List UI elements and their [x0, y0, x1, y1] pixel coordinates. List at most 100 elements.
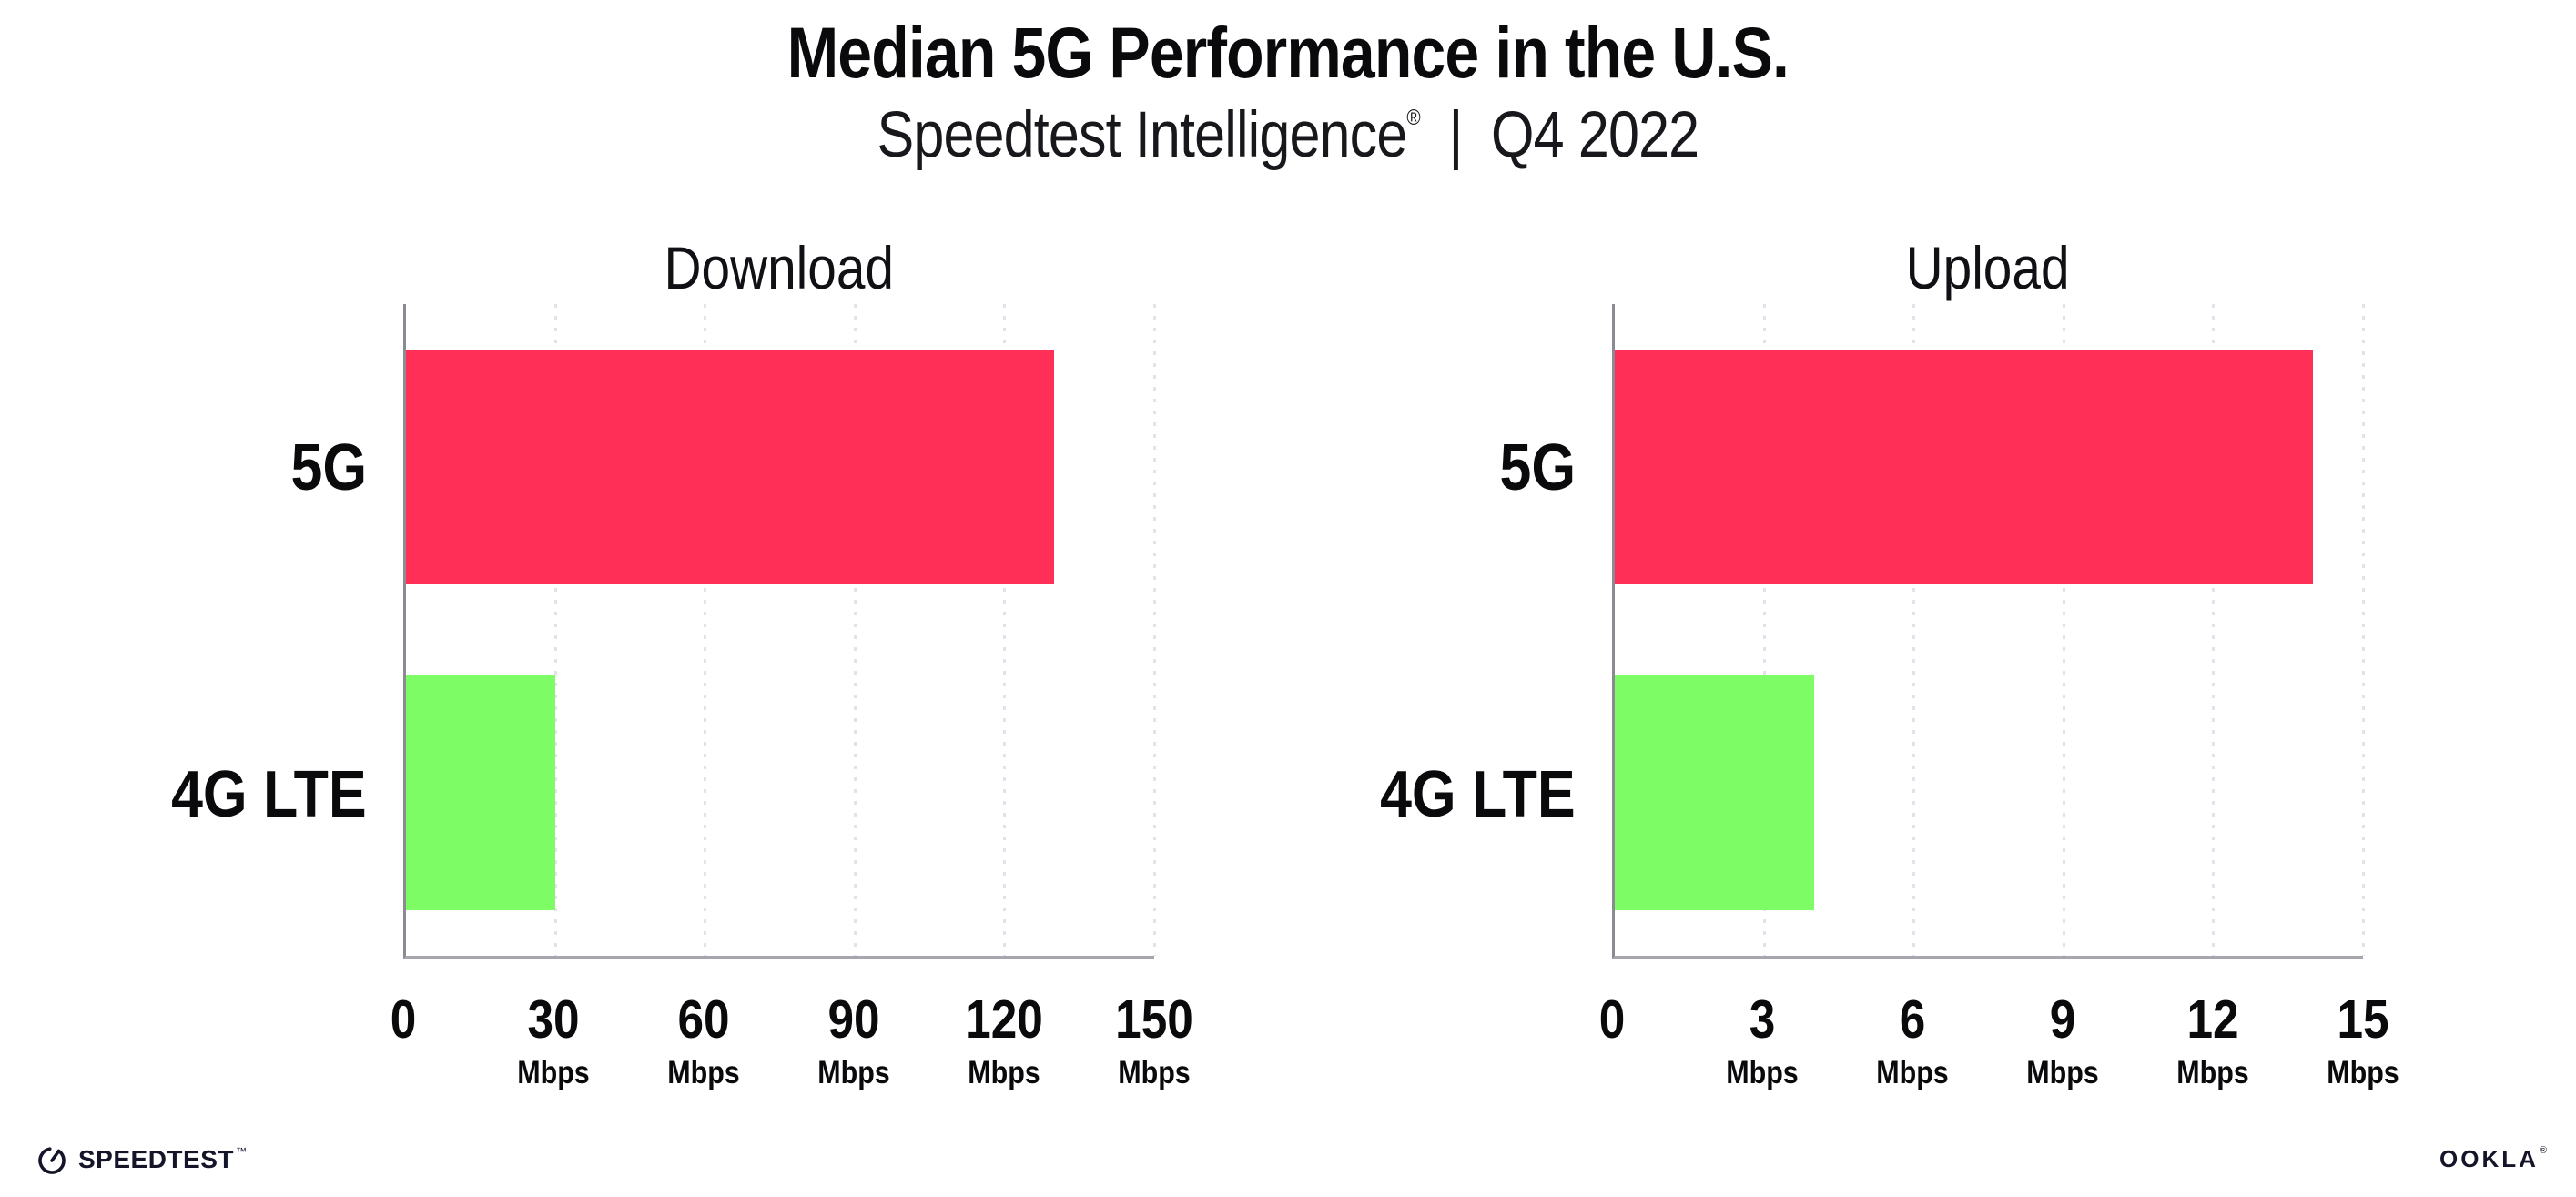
x-axis-tick-content: 30 Mbps [517, 993, 590, 1091]
x-axis-tick: 30 Mbps [512, 993, 594, 1091]
gridline [2062, 304, 2065, 956]
category-label-text: 4G LTE [171, 758, 367, 832]
x-axis-tick-content: 6 Mbps [1876, 993, 1949, 1091]
download-x-axis: 0 30 Mbps 60 Mbps 90 Mbps 120 Mbps 150 Mbps [390, 959, 1193, 1122]
x-axis-tick-unit: Mbps [2327, 1055, 2399, 1090]
x-axis-tick: 6 Mbps [1871, 993, 1953, 1091]
upload-category-labels: 5G 4G LTE [1344, 304, 1612, 959]
x-axis-tick: 60 Mbps [662, 993, 745, 1091]
x-axis-tick-value: 60 [677, 989, 730, 1050]
gridline [2361, 304, 2365, 956]
gridline [1912, 304, 1916, 956]
x-axis-tick-content: 60 Mbps [667, 993, 740, 1091]
x-axis-tick-value: 150 [1115, 989, 1193, 1050]
gridline [2212, 304, 2216, 956]
gridline [704, 304, 707, 956]
registered-mark: ® [1406, 106, 1421, 130]
x-axis-tick-value: 120 [965, 989, 1043, 1050]
x-axis-tick: 90 Mbps [812, 993, 895, 1091]
bar-band [406, 304, 1154, 630]
x-axis-tick-value: 0 [390, 989, 417, 1050]
x-axis-tick-value: 12 [2186, 989, 2239, 1050]
x-axis-tick: 12 Mbps [2171, 993, 2254, 1091]
x-axis-tick: 120 Mbps [959, 993, 1049, 1091]
x-axis-tick: 0 [1597, 993, 1628, 1047]
x-axis-tick: 3 Mbps [1720, 993, 1803, 1091]
x-axis-tick: 150 Mbps [1110, 993, 1199, 1091]
speedtest-trademark: ™ [235, 1145, 247, 1158]
bar-band [1615, 304, 2363, 630]
x-axis-tick-unit: Mbps [1876, 1055, 1949, 1090]
category-label: 4G LTE [142, 757, 367, 832]
x-axis-tick-unit: Mbps [2176, 1055, 2249, 1090]
upload-chart: Upload 5G 4G LTE 0 3 Mbps 6 Mbps 9 Mbps 12 Mbps 15… [1344, 209, 2399, 1122]
main-title-text: Median 5G Performance in the U.S. [786, 12, 1790, 93]
gridline [1003, 304, 1007, 956]
x-axis-tick-unit: Mbps [817, 1055, 890, 1090]
x-axis-tick-value: 90 [827, 989, 880, 1050]
subtitle-product: Speedtest Intelligence [877, 99, 1408, 171]
upload-chart-title-text: Upload [1905, 234, 2070, 301]
bar-band [406, 630, 1154, 956]
x-axis-tick-value: 15 [2337, 989, 2389, 1050]
x-axis-tick-content: 3 Mbps [1726, 993, 1799, 1091]
x-axis-tick-unit: Mbps [1118, 1055, 1191, 1090]
ookla-logo-text: OOKLA [2439, 1145, 2539, 1172]
gridline [553, 304, 557, 956]
x-axis-tick-unit: Mbps [517, 1055, 590, 1090]
x-axis-tick-unit: Mbps [1726, 1055, 1799, 1090]
speedtest-logo: SPEEDTEST ™ [35, 1142, 247, 1177]
x-axis-tick: 15 Mbps [2321, 993, 2404, 1091]
bar-band [1615, 630, 2363, 956]
subtitle-separator: | [1448, 99, 1464, 171]
x-axis-tick-value: 0 [1598, 989, 1626, 1050]
speedtest-logo-text: SPEEDTEST [78, 1145, 234, 1173]
speedtest-gauge-icon [38, 1147, 66, 1174]
x-axis-tick-content: 90 Mbps [817, 993, 890, 1091]
bar-5g [1615, 350, 2314, 584]
x-axis-tick: 0 [389, 993, 419, 1047]
category-label: 5G [1488, 431, 1576, 505]
x-axis-tick-content: 150 Mbps [1115, 993, 1193, 1091]
x-axis-tick-content: 120 Mbps [965, 993, 1043, 1091]
download-chart-title-text: Download [664, 234, 894, 301]
upload-chart-title: Upload [1612, 209, 2363, 304]
bar-4g-lte [406, 675, 556, 910]
main-title: Median 5G Performance in the U.S. [0, 11, 2576, 95]
gridline [853, 304, 857, 956]
download-chart-title: Download [403, 209, 1154, 304]
category-label: 4G LTE [1351, 757, 1576, 832]
x-axis-tick-value: 9 [2049, 989, 2076, 1050]
x-axis-tick-value: 30 [527, 989, 580, 1050]
upload-plot-area [1612, 304, 2365, 959]
download-plot-area [403, 304, 1156, 959]
bar-4g-lte [1615, 675, 1815, 910]
gridline [1152, 304, 1156, 956]
ookla-registered-mark: ® [2539, 1144, 2547, 1156]
x-axis-tick-content: 0 [390, 993, 417, 1047]
x-axis-tick-content: 9 Mbps [2026, 993, 2099, 1091]
x-axis-tick-content: 12 Mbps [2176, 993, 2249, 1091]
upload-x-axis: 0 3 Mbps 6 Mbps 9 Mbps 12 Mbps 15 Mbps [1599, 959, 2399, 1122]
category-label: 5G [279, 431, 367, 505]
x-axis-tick-unit: Mbps [968, 1055, 1040, 1090]
header: Median 5G Performance in the U.S. Speedt… [0, 0, 2576, 172]
category-label-text: 5G [290, 431, 367, 504]
x-axis-tick-content: 15 Mbps [2327, 993, 2399, 1091]
subtitle-period: Q4 2022 [1491, 99, 1699, 171]
ookla-logo: OOKLA® [2439, 1145, 2547, 1173]
download-chart: Download 5G 4G LTE 0 30 Mbps 60 Mbps 90 Mbps 120… [135, 209, 1193, 1122]
gridline [1762, 304, 1766, 956]
download-category-labels: 5G 4G LTE [135, 304, 403, 959]
bar-5g [406, 350, 1055, 584]
x-axis-tick-unit: Mbps [667, 1055, 740, 1090]
x-axis-tick-value: 3 [1749, 989, 1776, 1050]
x-axis-tick-content: 0 [1599, 993, 1626, 1047]
x-axis-tick-unit: Mbps [2026, 1055, 2099, 1090]
category-label-text: 5G [1499, 431, 1576, 504]
x-axis-tick-value: 6 [1899, 989, 1926, 1050]
category-label-text: 4G LTE [1380, 758, 1576, 832]
subtitle: Speedtest Intelligence® | Q4 2022 [0, 98, 2576, 172]
x-axis-tick: 9 Mbps [2021, 993, 2104, 1091]
